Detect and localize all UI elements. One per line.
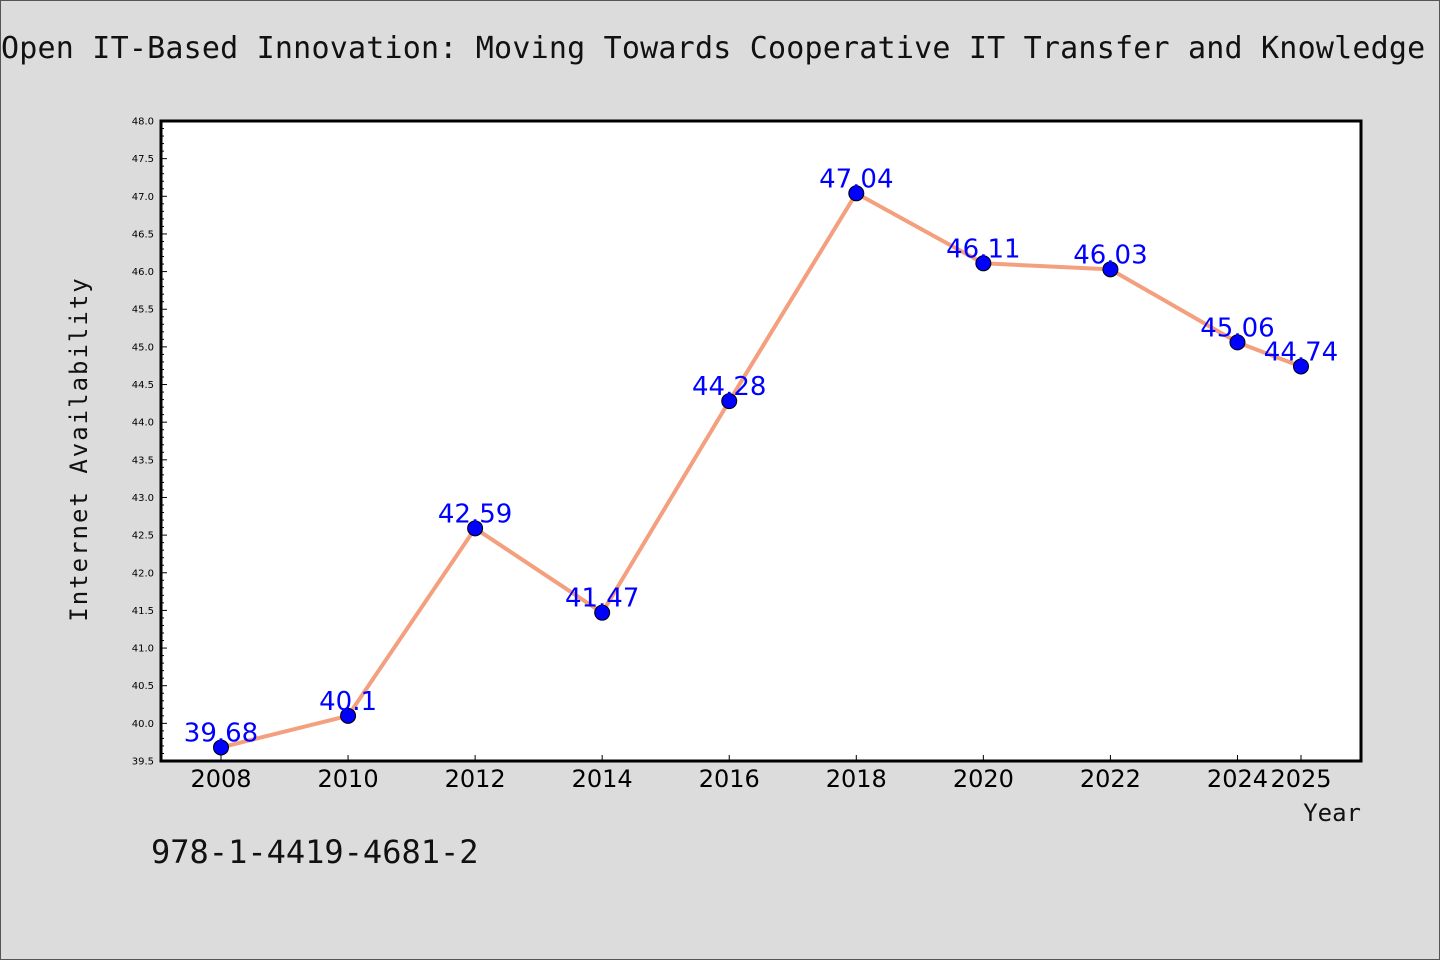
y-tick-label: 46.0 — [132, 267, 154, 278]
data-label: 46.11 — [946, 234, 1020, 264]
y-tick-label: 39.5 — [132, 757, 154, 768]
data-label: 44.74 — [1264, 337, 1338, 367]
data-label: 40.1 — [319, 687, 377, 717]
y-tick-label: 47.0 — [132, 192, 154, 203]
y-tick-label: 43.5 — [132, 455, 154, 466]
x-tick-label: 2016 — [699, 765, 760, 793]
data-point — [1102, 261, 1119, 278]
y-tick-label: 40.5 — [132, 681, 154, 692]
data-point — [1229, 334, 1246, 351]
data-label: 39.68 — [184, 718, 258, 748]
data-point — [594, 604, 611, 621]
y-tick-label: 40.0 — [132, 719, 154, 730]
data-point — [1293, 358, 1309, 375]
x-tick-label: 2025 — [1270, 765, 1331, 793]
data-point — [721, 393, 738, 410]
x-tick-label: 2020 — [953, 765, 1014, 793]
y-tick-label: 41.0 — [132, 644, 154, 655]
data-label: 42.59 — [438, 499, 512, 529]
x-axis: 2008 2010 2012 2014 2016 2018 2020 2022 2024 2025 — [190, 755, 1332, 793]
series-lines — [220, 191, 1302, 750]
y-tick-label: 44.0 — [132, 418, 154, 429]
data-label: 45.06 — [1200, 313, 1274, 343]
data-point — [467, 520, 484, 537]
x-tick-label: 2008 — [190, 765, 251, 793]
y-tick-label: 44.5 — [132, 380, 154, 391]
y-axis: 39.5 40.0 40.5 41.0 41.5 42.0 42.5 43.0 43.5 44.0… — [132, 117, 167, 768]
x-tick-label: 2014 — [572, 765, 633, 793]
data-label: 46.03 — [1073, 240, 1147, 270]
data-point — [975, 255, 992, 272]
x-tick-label: 2022 — [1080, 765, 1141, 793]
x-axis-label: Year — [1303, 799, 1361, 827]
y-tick-label: 48.0 — [132, 117, 154, 128]
y-tick-label: 41.5 — [132, 606, 154, 617]
y-axis-label: Internet Availability — [65, 276, 93, 621]
y-tick-label: 42.5 — [132, 531, 154, 542]
x-tick-label: 2018 — [826, 765, 887, 793]
data-labels: 39.68 40.1 42.59 41.47 44.28 47.04 46.11 46.03 4… — [184, 164, 1338, 748]
y-tick-label: 45.0 — [132, 342, 154, 353]
y-tick-label: 47.5 — [132, 154, 154, 165]
x-tick-label: 2024 — [1207, 765, 1268, 793]
data-point — [340, 707, 357, 724]
data-points — [213, 185, 1309, 756]
data-label: 47.04 — [819, 164, 893, 194]
data-point — [848, 185, 865, 202]
data-label: 44.28 — [692, 372, 766, 402]
y-tick-label: 46.5 — [132, 229, 154, 240]
data-point — [213, 739, 229, 756]
x-tick-label: 2012 — [445, 765, 506, 793]
y-tick-label: 45.5 — [132, 305, 154, 316]
data-label: 41.47 — [565, 584, 639, 614]
y-tick-label: 43.0 — [132, 493, 154, 504]
chart-title: Open IT-Based Innovation: Moving Towards… — [1, 31, 1440, 66]
y-tick-label: 42.0 — [132, 568, 154, 579]
series-line — [220, 191, 1302, 750]
isbn-text: 978-1-4419-4681-2 — [151, 833, 479, 871]
x-tick-label: 2010 — [318, 765, 379, 793]
plot-area — [159, 119, 1363, 763]
